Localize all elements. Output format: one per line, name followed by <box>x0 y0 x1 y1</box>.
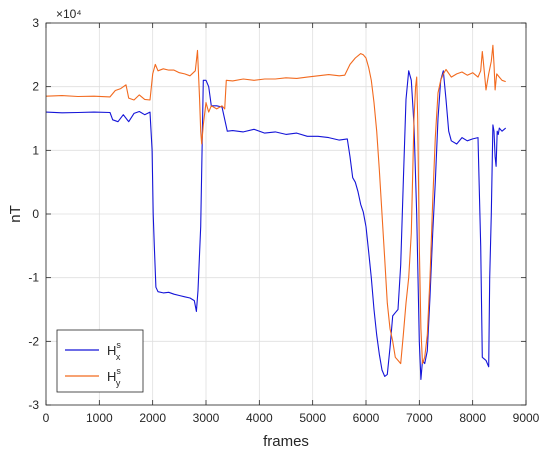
y-tick-label: -1 <box>28 271 39 285</box>
y-tick-label: -2 <box>28 334 39 348</box>
x-tick-label: 5000 <box>299 411 326 425</box>
legend-label-superscript: s <box>116 366 121 376</box>
y-exponent-label: ×10⁴ <box>56 7 82 21</box>
y-tick-label: 3 <box>32 16 39 30</box>
y-axis-label: nT <box>7 205 24 223</box>
x-tick-label: 2000 <box>139 411 166 425</box>
x-axis-label: frames <box>263 433 309 450</box>
y-tick-label: 0 <box>32 207 39 221</box>
x-tick-label: 4000 <box>246 411 273 425</box>
legend-label-y: Hs y <box>107 366 121 388</box>
legend-label-subscript: x <box>116 352 121 362</box>
x-tick-label: 6000 <box>353 411 380 425</box>
x-tick-label: 9000 <box>513 411 540 425</box>
x-tick-label: 7000 <box>406 411 433 425</box>
legend-label-superscript: s <box>116 340 121 350</box>
legend-box <box>56 329 144 393</box>
legend-label-subscript: y <box>116 378 121 388</box>
y-tick-label: 2 <box>32 80 39 94</box>
legend-label-x: Hs x <box>107 340 121 362</box>
x-tick-label: 8000 <box>459 411 486 425</box>
axis-ticks: 0 1000 2000 3000 4000 5000 6000 7000 8000 9000 -3 -… <box>28 16 539 425</box>
y-tick-label: 1 <box>32 143 39 157</box>
x-tick-label: 1000 <box>86 411 113 425</box>
series-lines <box>45 44 507 381</box>
x-tick-label: 3000 <box>193 411 220 425</box>
y-tick-label: -3 <box>28 398 39 412</box>
legend: Hs x Hs y <box>56 329 144 393</box>
x-tick-label: 0 <box>43 411 50 425</box>
series-line-y <box>45 44 506 365</box>
series-line-x <box>45 70 507 381</box>
